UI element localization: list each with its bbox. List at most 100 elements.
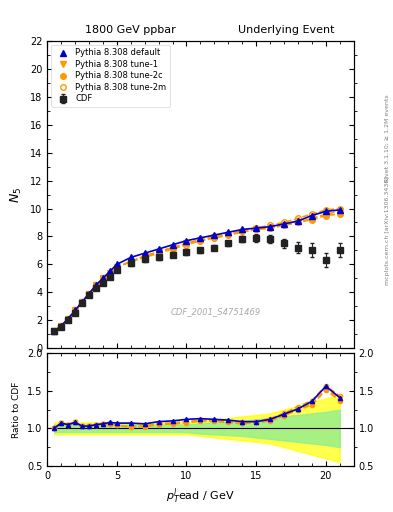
Pythia 8.308 tune-1 (184, 240, 189, 246)
Pythia 8.308 tune-2c (86, 291, 91, 297)
Pythia 8.308 tune-1 (108, 270, 112, 276)
Legend: Pythia 8.308 default, Pythia 8.308 tune-1, Pythia 8.308 tune-2c, Pythia 8.308 tu: Pythia 8.308 default, Pythia 8.308 tune-… (51, 45, 170, 107)
Pythia 8.308 tune-1 (94, 282, 98, 288)
Line: Pythia 8.308 tune-2c: Pythia 8.308 tune-2c (51, 211, 343, 334)
Pythia 8.308 tune-1 (198, 238, 203, 244)
Pythia 8.308 default (212, 232, 217, 238)
Pythia 8.308 tune-2m (108, 270, 112, 276)
Pythia 8.308 default (156, 246, 161, 252)
Y-axis label: $N_5$: $N_5$ (9, 186, 24, 203)
Line: Pythia 8.308 tune-1: Pythia 8.308 tune-1 (51, 208, 343, 334)
Pythia 8.308 tune-2m (101, 275, 105, 282)
Pythia 8.308 tune-1 (170, 245, 175, 251)
Pythia 8.308 tune-2c (170, 245, 175, 251)
Pythia 8.308 tune-2c (142, 253, 147, 259)
Pythia 8.308 default (129, 254, 133, 261)
Pythia 8.308 tune-2m (198, 238, 203, 244)
Pythia 8.308 tune-2m (212, 235, 217, 241)
Pythia 8.308 tune-2m (66, 316, 70, 322)
Pythia 8.308 default (268, 224, 272, 230)
Pythia 8.308 tune-2m (310, 211, 314, 217)
Pythia 8.308 tune-2c (323, 212, 328, 219)
Pythia 8.308 tune-2m (240, 228, 244, 234)
Pythia 8.308 tune-2m (323, 207, 328, 213)
Pythia 8.308 tune-2c (52, 328, 57, 334)
Pythia 8.308 tune-1 (254, 226, 259, 232)
Pythia 8.308 tune-1 (80, 299, 84, 305)
Pythia 8.308 tune-1 (226, 232, 231, 238)
Pythia 8.308 tune-2m (73, 307, 77, 313)
Pythia 8.308 tune-2m (268, 222, 272, 228)
Pythia 8.308 tune-2c (254, 226, 259, 232)
Pythia 8.308 tune-2c (184, 240, 189, 246)
Pythia 8.308 tune-2c (156, 249, 161, 255)
Pythia 8.308 default (52, 328, 57, 334)
Pythia 8.308 tune-2c (296, 220, 300, 226)
Pythia 8.308 default (94, 282, 98, 288)
Pythia 8.308 tune-2m (296, 215, 300, 221)
Pythia 8.308 default (296, 218, 300, 224)
Pythia 8.308 default (240, 226, 244, 232)
Pythia 8.308 tune-2m (80, 299, 84, 305)
Pythia 8.308 tune-2m (129, 259, 133, 265)
Pythia 8.308 tune-1 (268, 225, 272, 231)
Pythia 8.308 default (226, 229, 231, 236)
Pythia 8.308 tune-2c (198, 236, 203, 242)
Pythia 8.308 tune-1 (59, 323, 63, 329)
Pythia 8.308 tune-1 (282, 222, 286, 228)
Pythia 8.308 tune-2m (156, 250, 161, 257)
Pythia 8.308 tune-1 (129, 259, 133, 265)
Pythia 8.308 default (170, 242, 175, 248)
Pythia 8.308 default (59, 323, 63, 329)
Pythia 8.308 default (66, 316, 70, 322)
Pythia 8.308 tune-2m (282, 220, 286, 226)
Pythia 8.308 tune-2m (184, 242, 189, 248)
Pythia 8.308 default (142, 250, 147, 257)
Pythia 8.308 tune-2c (212, 233, 217, 240)
Pythia 8.308 tune-2m (226, 232, 231, 238)
Pythia 8.308 tune-1 (142, 253, 147, 259)
Pythia 8.308 tune-2c (66, 316, 70, 322)
Pythia 8.308 tune-1 (338, 208, 342, 215)
Pythia 8.308 tune-2c (338, 211, 342, 217)
Pythia 8.308 tune-2c (80, 299, 84, 305)
Pythia 8.308 default (254, 225, 259, 231)
Pythia 8.308 tune-2c (59, 323, 63, 329)
Line: Pythia 8.308 default: Pythia 8.308 default (51, 207, 343, 334)
Pythia 8.308 tune-2m (94, 282, 98, 288)
X-axis label: $p_T^l$ead / GeV: $p_T^l$ead / GeV (166, 486, 235, 506)
Pythia 8.308 tune-1 (66, 316, 70, 322)
Pythia 8.308 tune-2c (226, 230, 231, 237)
Pythia 8.308 default (86, 291, 91, 297)
Text: CDF_2001_S4751469: CDF_2001_S4751469 (171, 307, 261, 316)
Pythia 8.308 tune-2m (254, 225, 259, 231)
Pythia 8.308 tune-1 (240, 229, 244, 236)
Pythia 8.308 tune-2c (108, 270, 112, 276)
Pythia 8.308 default (108, 268, 112, 274)
Pythia 8.308 tune-2c (268, 225, 272, 231)
Pythia 8.308 tune-1 (52, 328, 57, 334)
Pythia 8.308 tune-1 (73, 307, 77, 313)
Pythia 8.308 tune-2c (114, 264, 119, 270)
Text: Rivet 3.1.10; ≥ 1.2M events: Rivet 3.1.10; ≥ 1.2M events (385, 94, 389, 182)
Pythia 8.308 default (198, 235, 203, 241)
Pythia 8.308 tune-2m (114, 264, 119, 270)
Pythia 8.308 tune-2m (142, 254, 147, 261)
Pythia 8.308 tune-2c (129, 259, 133, 265)
Pythia 8.308 tune-1 (310, 215, 314, 221)
Pythia 8.308 tune-2c (94, 282, 98, 288)
Pythia 8.308 tune-1 (114, 264, 119, 270)
Pythia 8.308 tune-2c (240, 228, 244, 234)
Pythia 8.308 tune-2c (101, 275, 105, 282)
Pythia 8.308 tune-1 (86, 291, 91, 297)
Pythia 8.308 default (310, 212, 314, 219)
Pythia 8.308 default (323, 208, 328, 215)
Text: 1800 GeV ppbar: 1800 GeV ppbar (84, 25, 175, 35)
Pythia 8.308 tune-2c (310, 217, 314, 223)
Pythia 8.308 tune-2m (86, 291, 91, 297)
Pythia 8.308 tune-2m (338, 205, 342, 211)
Pythia 8.308 tune-2m (170, 246, 175, 252)
Pythia 8.308 default (338, 207, 342, 213)
Pythia 8.308 tune-1 (101, 275, 105, 282)
Text: Underlying Event: Underlying Event (238, 25, 334, 35)
